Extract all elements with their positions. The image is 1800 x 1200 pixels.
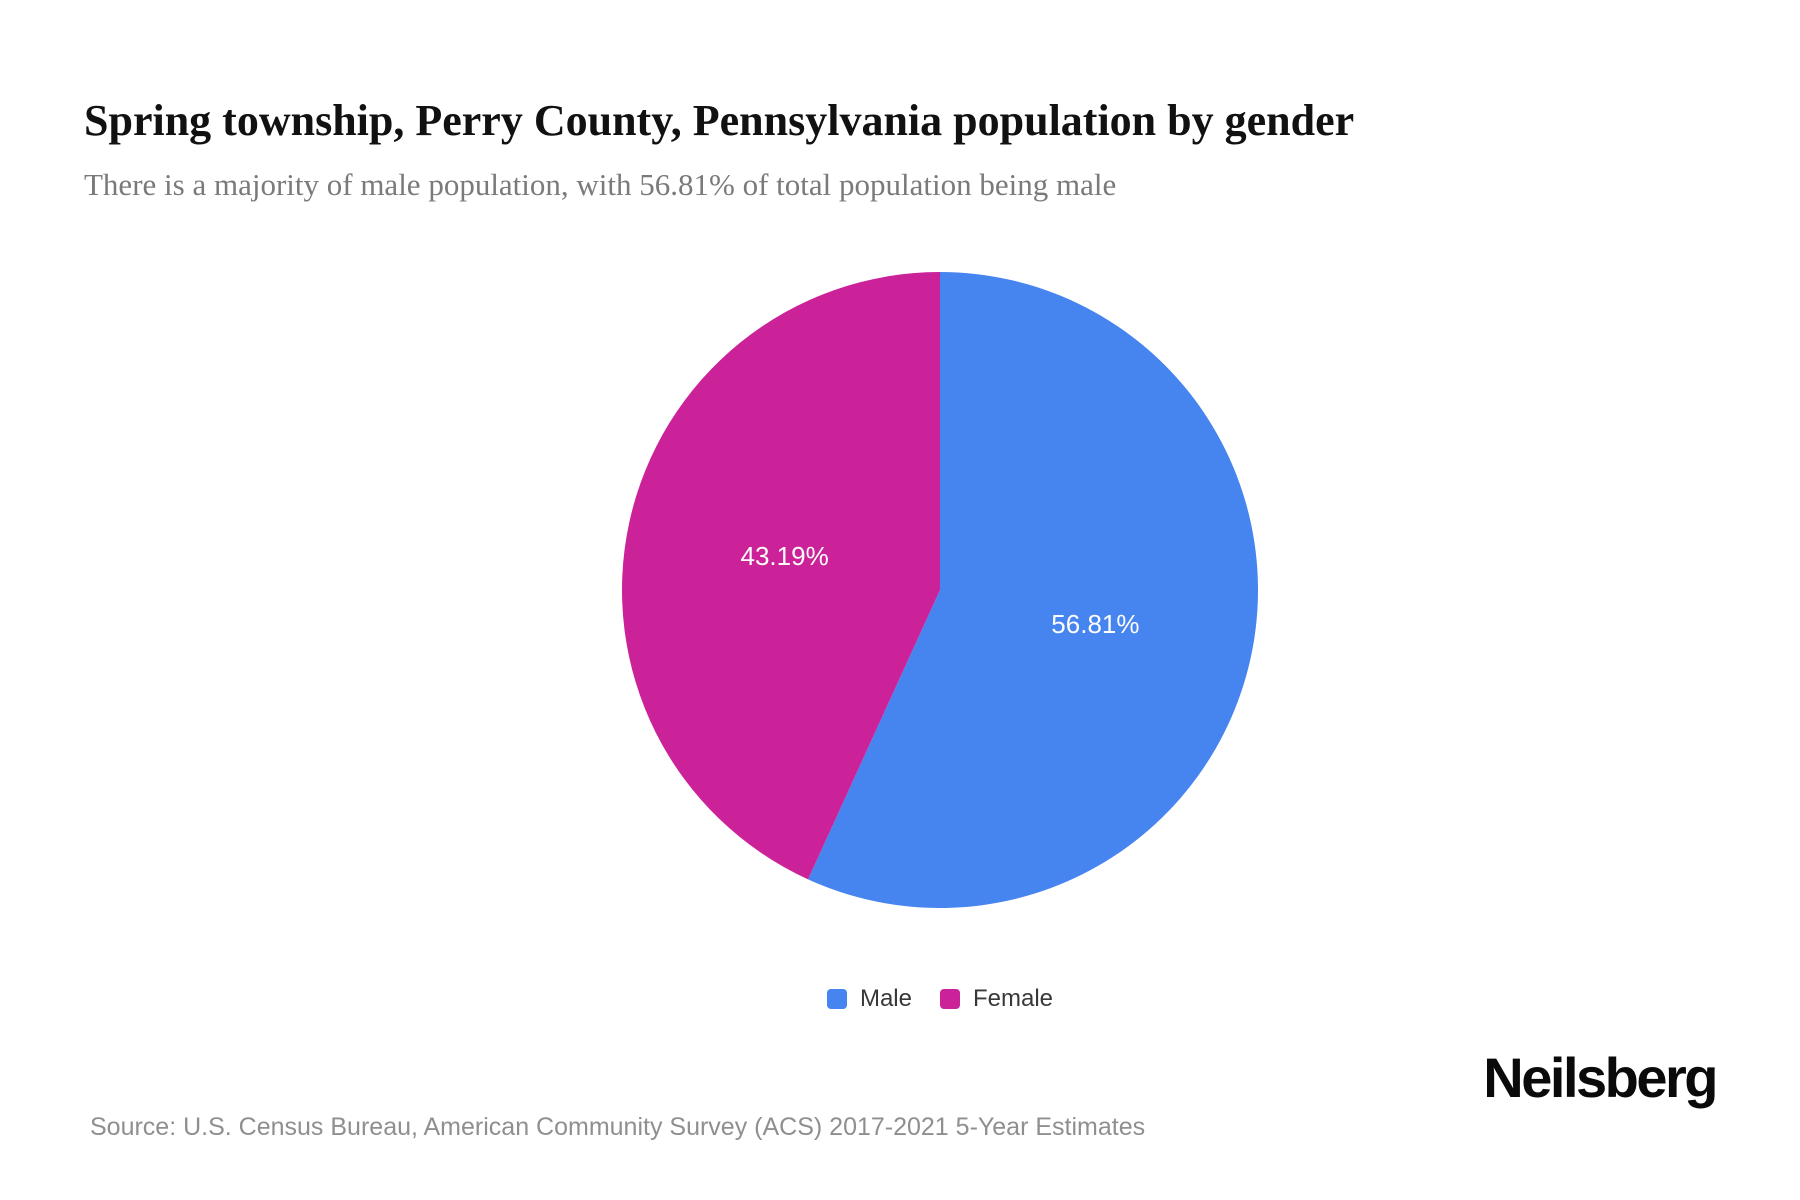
pie-slice-female[interactable] [622, 272, 940, 880]
chart-legend: Male Female [622, 984, 1258, 1014]
pie-chart-svg: 56.81% 43.19% [622, 272, 1258, 908]
page-subtitle: There is a majority of male population, … [84, 167, 1117, 202]
legend-label-female: Female [973, 985, 1054, 1012]
pie-slice-male[interactable] [808, 272, 1258, 908]
pie-label-male: 56.81% [1051, 609, 1139, 639]
legend-item-male[interactable]: Male [826, 985, 912, 1012]
page-title: Spring township, Perry County, Pennsylva… [84, 96, 1355, 146]
legend-swatch-male [826, 989, 847, 1009]
source-note: Source: U.S. Census Bureau, American Com… [90, 1113, 1146, 1141]
pie-chart: 56.81% 43.19% [622, 272, 1258, 908]
legend-swatch-female [940, 989, 960, 1009]
neilsberg-logo: Neilsberg [1483, 1046, 1718, 1109]
legend-item-female[interactable]: Female [940, 987, 1053, 1011]
legend-label-male: Male [859, 985, 912, 1012]
pie-label-female: 43.19% [741, 541, 829, 571]
